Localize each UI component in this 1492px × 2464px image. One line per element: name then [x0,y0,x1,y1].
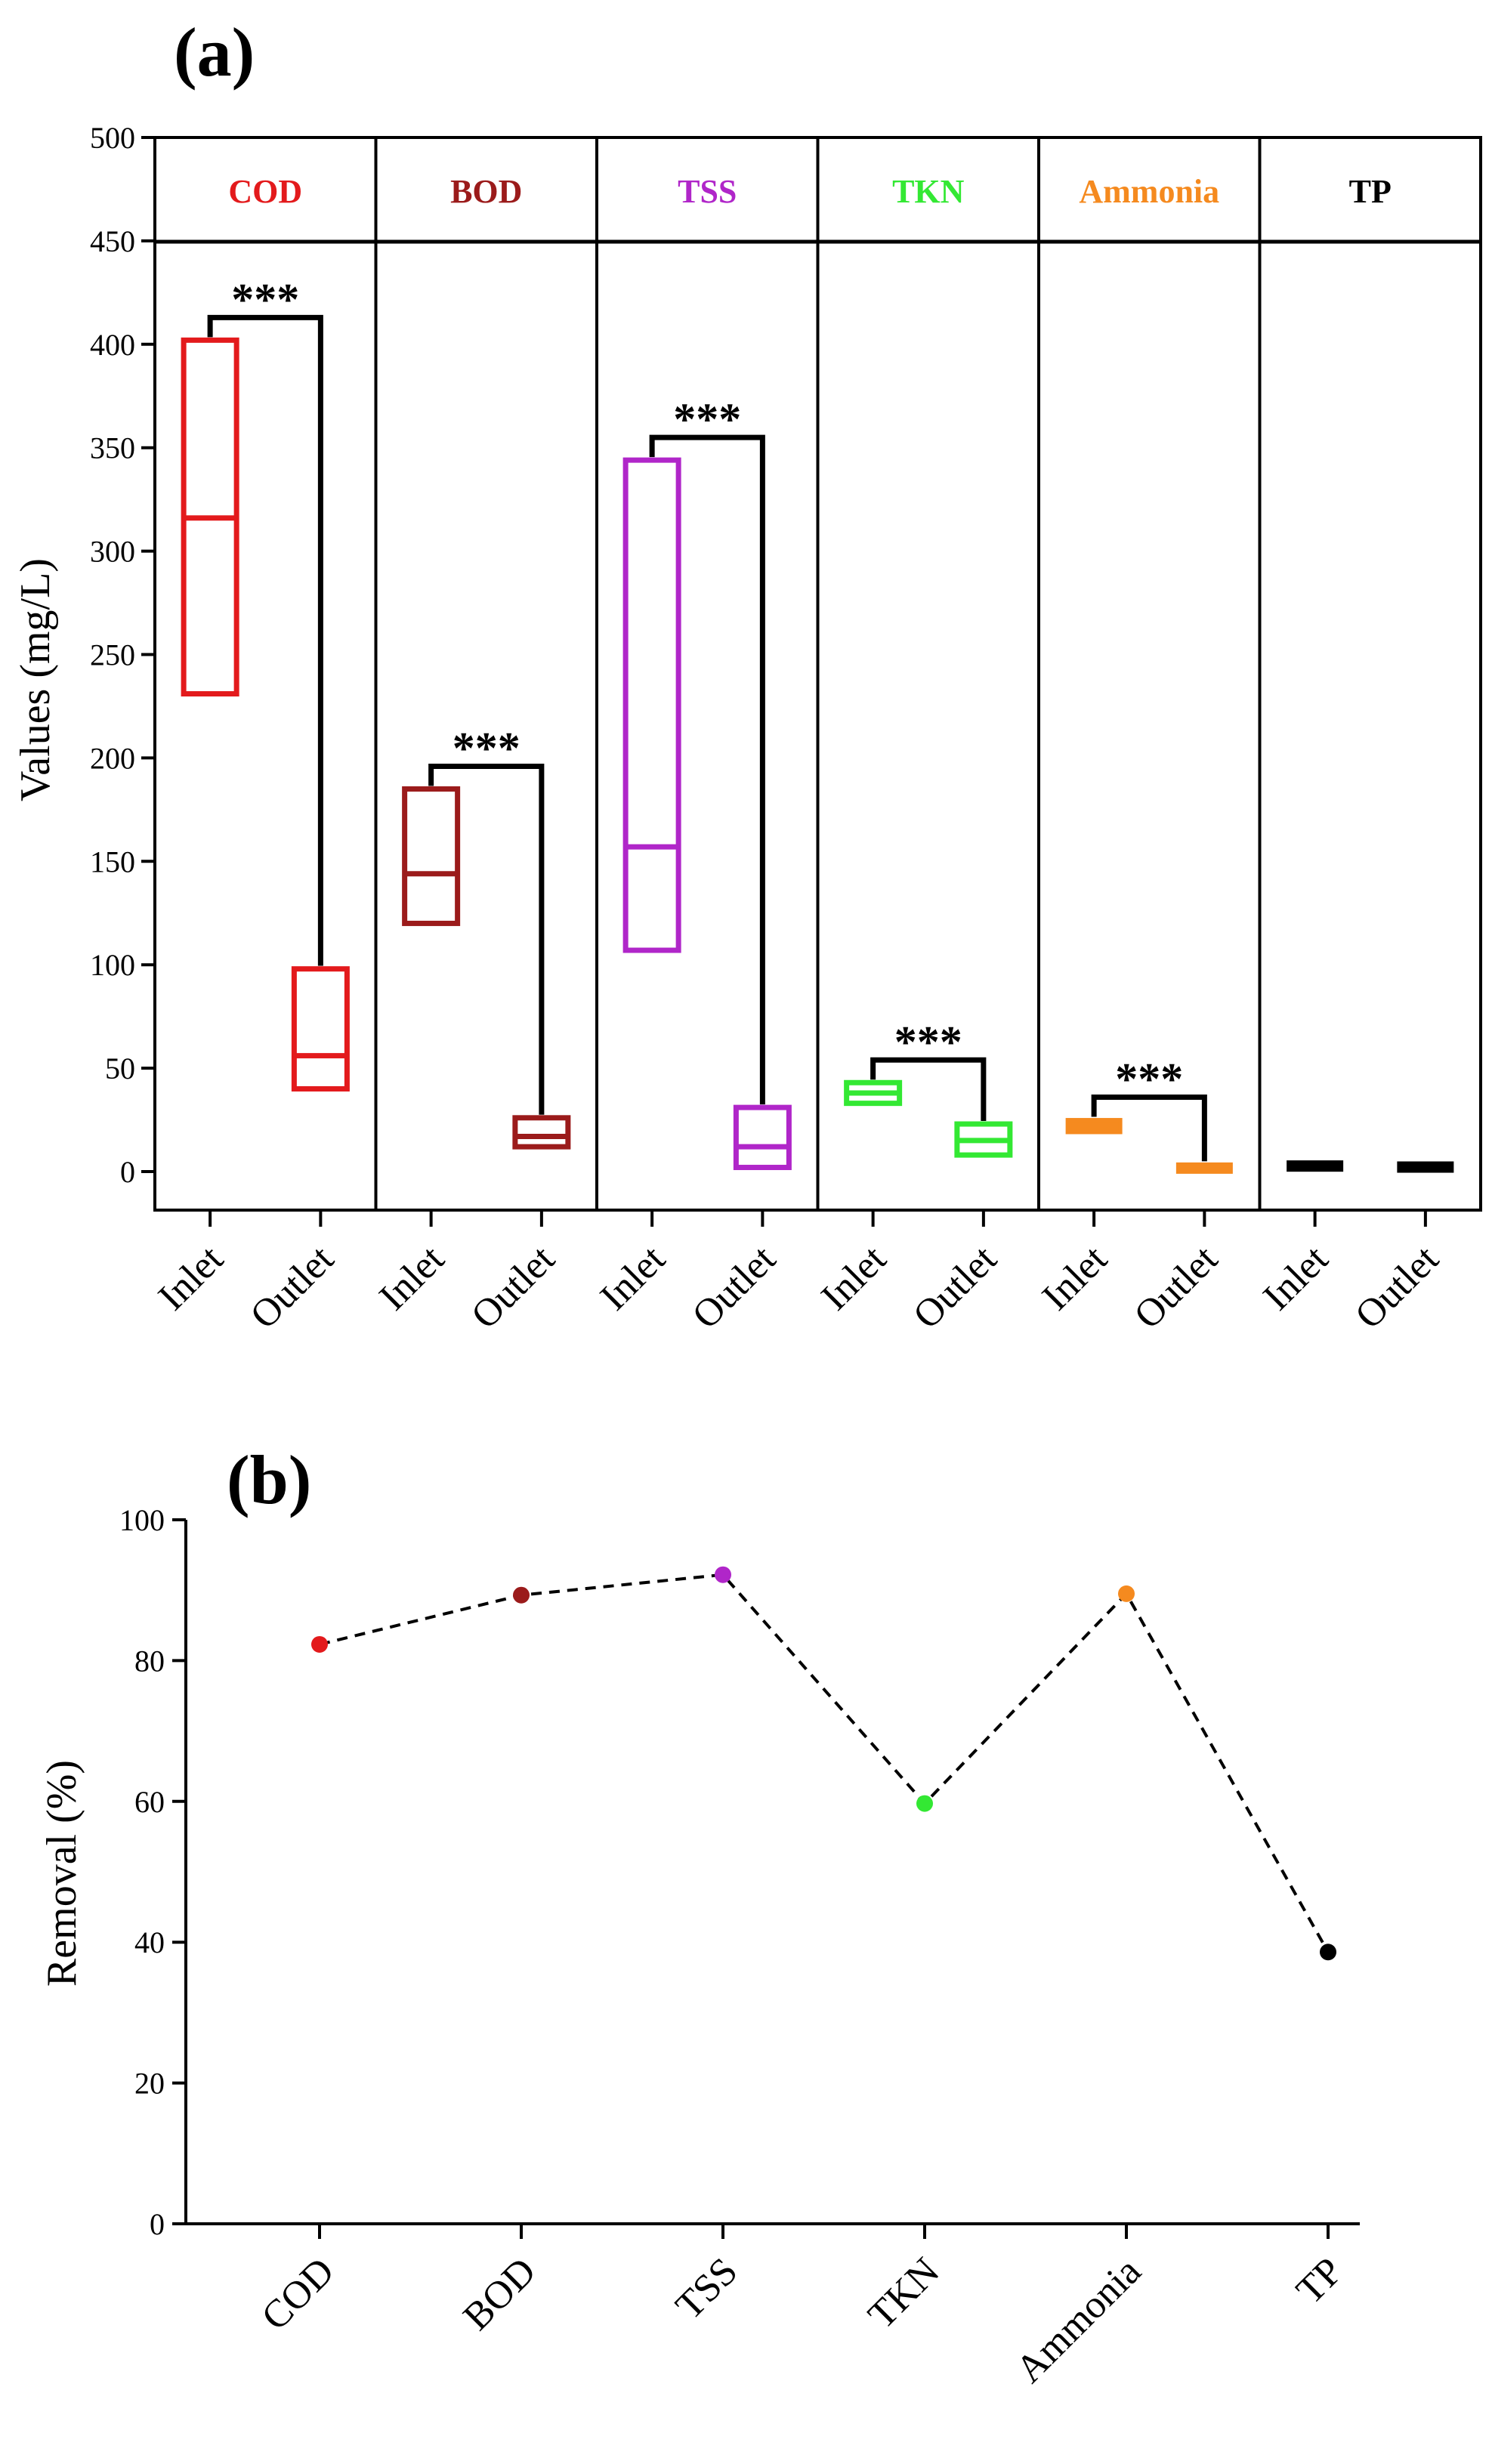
panel-a-y-tick-label: 50 [105,1051,135,1085]
panel-a-box-chart: (a) 0 50 100 150 200 250 300 350 400 450 500 Value… [12,14,1482,1338]
panel-a-x-tick-label: Outlet [1347,1237,1447,1338]
panel-b-line-chart: (b) 0 20 40 60 80 100 Removal (%) COD BOD TSS TK… [39,1441,1360,2391]
panel-a-group-tss: TSS Inlet Outlet *** [592,137,792,1338]
panel-a-significance-bracket [207,314,323,966]
panel-b-y-tick-label: 40 [134,1925,165,1959]
panel-a-box [402,786,461,926]
panel-b-x-tick-label: TSS [668,2249,746,2328]
panel-a-y-tick-label: 350 [90,431,135,465]
panel-a-significance-bracket [1091,1095,1207,1162]
panel-a-significance-bracket [870,1057,987,1122]
panel-a-label: (a) [174,14,255,91]
panel-a-y-tick-label: 100 [90,948,135,982]
panel-b-x-tick-label: BOD [456,2249,545,2339]
panel-a-parameter-label: TP [1349,173,1392,210]
panel-a-parameter-label: Ammonia [1079,173,1219,210]
panel-b-x-tick-label: COD [254,2249,343,2339]
panel-a-x-tick-label: Outlet [242,1237,343,1338]
panel-a-x-tick-label: Inlet [813,1237,894,1319]
panel-a-parameter-label: TSS [678,173,737,210]
panel-a-group-cod: COD Inlet Outlet *** [150,173,350,1338]
panel-a-parameter-label: BOD [450,173,522,210]
panel-b-data-point [1118,1585,1135,1602]
panel-a-x-tick-label: Inlet [1034,1237,1116,1319]
panel-b-data-point [715,1566,731,1583]
panel-a-group-tkn: TKN Inlet Outlet *** [813,137,1013,1338]
panel-b-y-tick-label: 20 [134,2067,165,2101]
panel-a-box [1287,1160,1344,1172]
panel-b-x-tick-label: Ammonia [1008,2249,1149,2391]
panel-b-data-point [513,1586,530,1604]
panel-a-box [291,966,350,1092]
panel-b-x-axis: COD BOD TSS TKN Ammonia TP [254,2224,1351,2391]
panel-a-y-tick-label: 450 [90,224,135,258]
panel-a-box [1397,1161,1454,1173]
panel-b-label: (b) [227,1441,311,1518]
panel-a-box [1175,1162,1233,1174]
panel-b-data-point [916,1795,933,1812]
panel-a-y-tick-label: 400 [90,328,135,362]
panel-a-y-tick-label: 250 [90,638,135,672]
panel-b-y-tick-label: 60 [134,1785,165,1819]
panel-a-group-tp: TP Inlet Outlet [1255,137,1454,1338]
panel-a-y-axis-title: Values (mg/L) [12,558,59,801]
panel-a-y-tick-label: 150 [90,844,135,878]
panel-a-box [733,1104,792,1171]
panel-a-significance-label: *** [673,394,741,444]
panel-b-y-axis: 0 20 40 60 80 100 [119,1503,186,2241]
panel-b-x-tick-label: TP [1288,2249,1351,2312]
panel-a-box [622,457,681,953]
panel-a-significance-label: *** [1115,1054,1183,1104]
panel-a-y-tick-label: 200 [90,741,135,775]
panel-a-parameter-label: COD [228,173,302,210]
panel-b-y-tick-label: 0 [150,2207,165,2241]
panel-a-x-tick-label: Outlet [1126,1237,1227,1338]
panel-a-significance-bracket [428,763,545,1115]
panel-a-group-bod: BOD Inlet Outlet *** [371,137,571,1338]
panel-b-x-tick-label: TKN [860,2249,948,2337]
panel-a-x-tick-label: Outlet [905,1237,1005,1338]
panel-a-significance-label: *** [453,723,521,773]
panel-b-series-line [319,1573,1330,1953]
panel-a-x-tick-label: Outlet [684,1237,785,1338]
panel-a-x-tick-label: Outlet [463,1237,564,1338]
panel-b-data-point [311,1635,328,1653]
panel-a-y-tick-label: 300 [90,535,135,569]
panel-a-significance-label: *** [894,1017,962,1067]
panel-b-data-point [1320,1944,1336,1961]
panel-a-box [512,1115,571,1150]
panel-a-x-tick-label: Inlet [592,1237,674,1319]
panel-a-y-tick-label: 500 [90,121,135,155]
panel-b-series [311,1566,1336,1961]
panel-a-x-tick-label: Inlet [371,1237,453,1319]
panel-a-significance-bracket [649,434,765,1105]
panel-a-x-tick-label: Inlet [1255,1237,1336,1319]
panel-b-y-tick-label: 100 [119,1503,165,1537]
panel-a-x-tick-label: Inlet [150,1237,232,1319]
panel-a-box [1065,1118,1123,1135]
panel-a-group-ammonia: Ammonia Inlet Outlet *** [1034,137,1233,1338]
panel-a-y-axis: 0 50 100 150 200 250 300 350 400 450 500 [90,121,155,1189]
panel-b-y-axis-title: Removal (%) [39,1760,85,1987]
panel-a-y-tick-label: 0 [120,1155,135,1189]
panel-a-parameter-label: TKN [892,173,965,210]
panel-a-significance-label: *** [231,274,299,324]
panel-b-y-tick-label: 80 [134,1644,165,1678]
